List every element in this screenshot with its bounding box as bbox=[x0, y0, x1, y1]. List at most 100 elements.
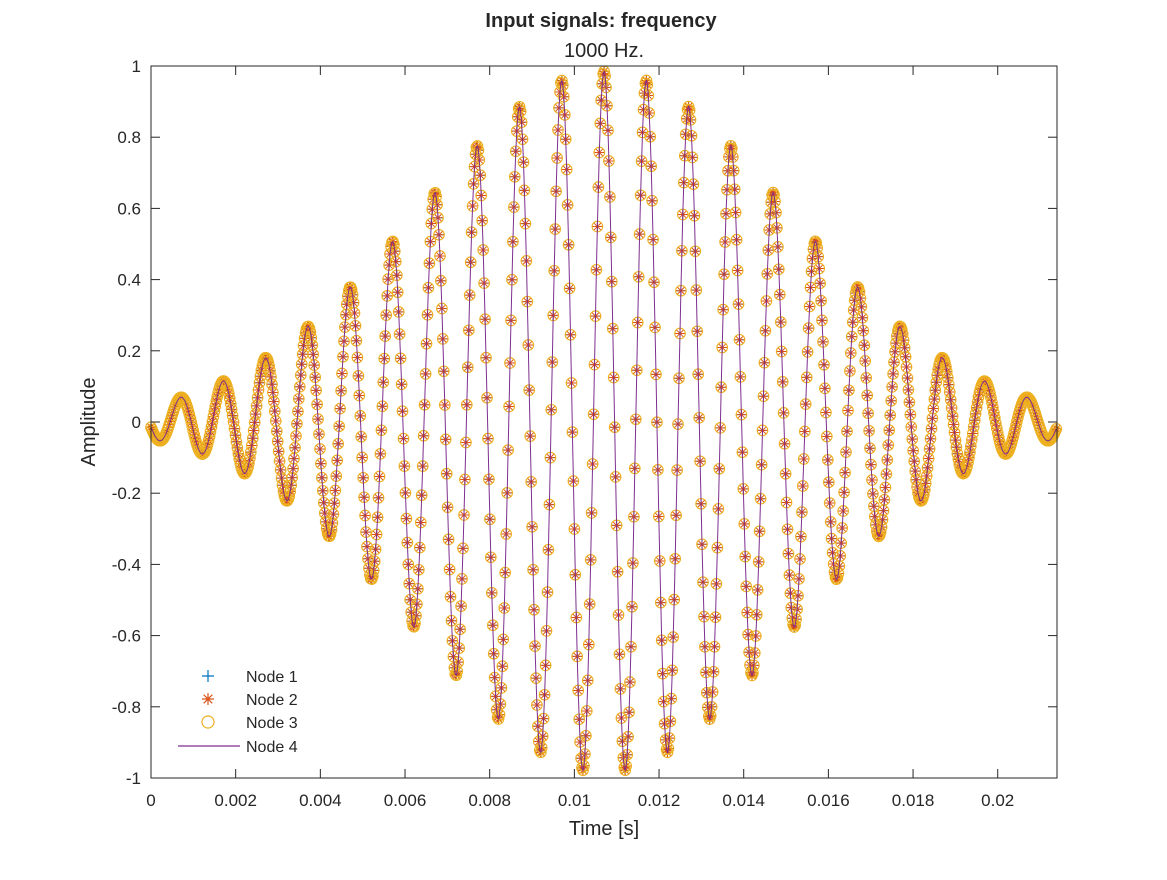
legend-plus-marker bbox=[202, 670, 214, 682]
node-3-marker bbox=[298, 332, 311, 345]
y-tick-label: 0.4 bbox=[117, 271, 141, 290]
node-3-marker bbox=[471, 140, 484, 152]
legend-label: Node 4 bbox=[246, 739, 298, 756]
node-3-marker bbox=[809, 235, 822, 248]
node-3-marker bbox=[874, 526, 887, 539]
y-tick-label: 0.2 bbox=[117, 342, 141, 361]
legend-item-4: Node 4 bbox=[178, 739, 298, 756]
legend-item-3: Node 3 bbox=[201, 715, 298, 732]
legend-item-1: Node 1 bbox=[202, 669, 298, 686]
node-3-marker bbox=[940, 365, 953, 378]
node-3-marker bbox=[577, 764, 589, 777]
y-tick-label: 0 bbox=[132, 413, 141, 432]
node-3-marker bbox=[249, 408, 262, 420]
node-3-marker bbox=[266, 378, 278, 391]
node-3-marker bbox=[449, 668, 462, 680]
chart-title: Input signals: frequency bbox=[485, 10, 717, 32]
x-tick-label: 0.01 bbox=[558, 791, 591, 810]
legend-item-2: Node 2 bbox=[202, 692, 298, 709]
node-3-marker bbox=[244, 446, 257, 458]
node-3-marker bbox=[227, 416, 240, 428]
node-3-marker bbox=[250, 400, 263, 412]
node-3-marker bbox=[992, 431, 1005, 444]
x-tick-label: 0.02 bbox=[981, 791, 1014, 810]
legend: Node 1 Node 2 Node 3 Node 4 bbox=[178, 669, 298, 756]
node-3-marker bbox=[927, 402, 940, 415]
x-tick-label: 0.012 bbox=[638, 791, 681, 810]
node-3-marker bbox=[964, 446, 976, 459]
node-3-marker bbox=[228, 422, 241, 435]
node-3-marker bbox=[211, 390, 224, 403]
x-tick-label: 0 bbox=[146, 791, 155, 810]
node-3-marker bbox=[284, 485, 297, 498]
node-3-marker bbox=[196, 448, 209, 460]
node-3-marker bbox=[830, 573, 843, 586]
x-tick-label: 0.016 bbox=[807, 791, 850, 810]
node-3-marker bbox=[950, 441, 963, 454]
node-3-marker bbox=[470, 141, 483, 154]
node-3-marker bbox=[897, 334, 910, 346]
node-3-marker bbox=[811, 242, 824, 254]
node-3-marker bbox=[221, 383, 234, 396]
node-3-marker bbox=[304, 326, 317, 338]
node-3-marker bbox=[968, 414, 981, 427]
y-tick-label: 1 bbox=[132, 57, 141, 76]
node-3-marker bbox=[640, 74, 653, 87]
node-3-marker bbox=[283, 490, 296, 502]
node-3-marker bbox=[831, 572, 844, 584]
node-3-marker bbox=[704, 710, 717, 722]
node-3-marker bbox=[203, 430, 216, 443]
y-axis-label: Amplitude bbox=[78, 378, 100, 467]
node-3-marker bbox=[285, 479, 298, 492]
node-3-marker bbox=[930, 376, 943, 389]
series-node-4 bbox=[150, 69, 1057, 773]
axis-ticks: 0 0.002 0.004 0.006 0.008 0.01 0.012 0.014 0.016… bbox=[112, 57, 1057, 810]
node-3-marker bbox=[964, 440, 977, 453]
node-3-marker bbox=[512, 102, 525, 115]
node-3-marker bbox=[251, 391, 264, 404]
node-3-marker bbox=[286, 471, 298, 484]
node-3-marker bbox=[318, 507, 331, 519]
x-tick-label: 0.004 bbox=[299, 791, 342, 810]
node-3-marker bbox=[231, 442, 244, 454]
node-3-marker bbox=[943, 386, 956, 398]
node-3-marker bbox=[967, 421, 980, 433]
node-3-marker bbox=[963, 451, 975, 464]
legend-label: Node 3 bbox=[246, 715, 298, 732]
node-3-marker bbox=[853, 285, 866, 298]
node-3-marker bbox=[810, 236, 823, 249]
node-3-marker bbox=[234, 457, 247, 470]
node-3-marker bbox=[556, 74, 568, 87]
node-3-marker bbox=[991, 427, 1004, 439]
node-3-marker bbox=[922, 452, 935, 465]
y-tick-label: -0.8 bbox=[112, 698, 141, 717]
node-3-marker bbox=[367, 564, 380, 577]
node-3-marker bbox=[889, 345, 901, 358]
node-3-marker bbox=[430, 190, 442, 203]
data-layer bbox=[145, 65, 1063, 777]
node-3-marker bbox=[972, 391, 985, 403]
node-3-marker bbox=[949, 434, 962, 446]
node-3-marker bbox=[451, 665, 464, 678]
x-tick-label: 0.014 bbox=[722, 791, 765, 810]
node-3-marker bbox=[965, 434, 978, 446]
x-tick-label: 0.006 bbox=[384, 791, 427, 810]
node-3-marker bbox=[941, 371, 954, 384]
node-3-marker bbox=[534, 746, 547, 759]
node-3-marker bbox=[940, 360, 952, 373]
node-3-marker bbox=[224, 397, 237, 410]
node-3-marker bbox=[306, 339, 319, 352]
node-3-marker bbox=[243, 457, 255, 469]
node-3-marker bbox=[187, 424, 200, 437]
node-3-marker bbox=[252, 384, 265, 396]
node-3-marker bbox=[242, 461, 254, 474]
x-tick-label: 0.018 bbox=[892, 791, 935, 810]
node-3-marker bbox=[223, 392, 236, 405]
node-3-marker bbox=[946, 410, 959, 423]
node-3-marker bbox=[969, 408, 982, 420]
x-axis-label: Time [s] bbox=[569, 818, 639, 840]
node-3-marker bbox=[984, 387, 996, 400]
node-3-marker bbox=[947, 418, 960, 431]
node-3-marker bbox=[265, 371, 277, 383]
